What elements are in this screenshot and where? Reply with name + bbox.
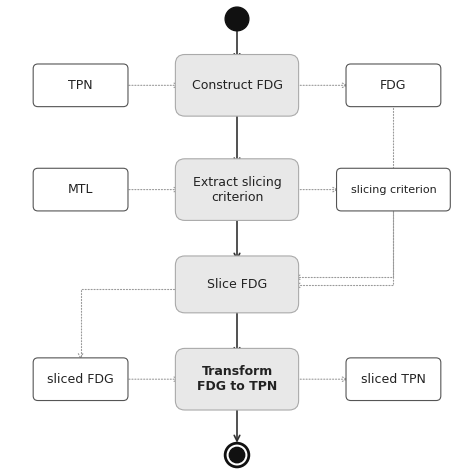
Text: Construct FDG: Construct FDG — [191, 79, 283, 92]
Text: slicing criterion: slicing criterion — [351, 184, 436, 195]
Circle shape — [225, 443, 249, 467]
FancyBboxPatch shape — [346, 64, 441, 107]
FancyBboxPatch shape — [33, 64, 128, 107]
FancyBboxPatch shape — [175, 55, 299, 116]
Text: Slice FDG: Slice FDG — [207, 278, 267, 291]
FancyBboxPatch shape — [346, 358, 441, 401]
Text: TPN: TPN — [68, 79, 93, 92]
FancyBboxPatch shape — [175, 348, 299, 410]
FancyBboxPatch shape — [337, 168, 450, 211]
Text: FDG: FDG — [380, 79, 407, 92]
Text: sliced TPN: sliced TPN — [361, 373, 426, 386]
Text: MTL: MTL — [68, 183, 93, 196]
FancyBboxPatch shape — [33, 168, 128, 211]
Circle shape — [225, 7, 249, 31]
Text: sliced FDG: sliced FDG — [47, 373, 114, 386]
FancyBboxPatch shape — [175, 159, 299, 220]
FancyBboxPatch shape — [175, 256, 299, 313]
Circle shape — [229, 447, 245, 463]
Text: Transform
FDG to TPN: Transform FDG to TPN — [197, 365, 277, 393]
Text: Extract slicing
criterion: Extract slicing criterion — [192, 175, 282, 204]
FancyBboxPatch shape — [33, 358, 128, 401]
